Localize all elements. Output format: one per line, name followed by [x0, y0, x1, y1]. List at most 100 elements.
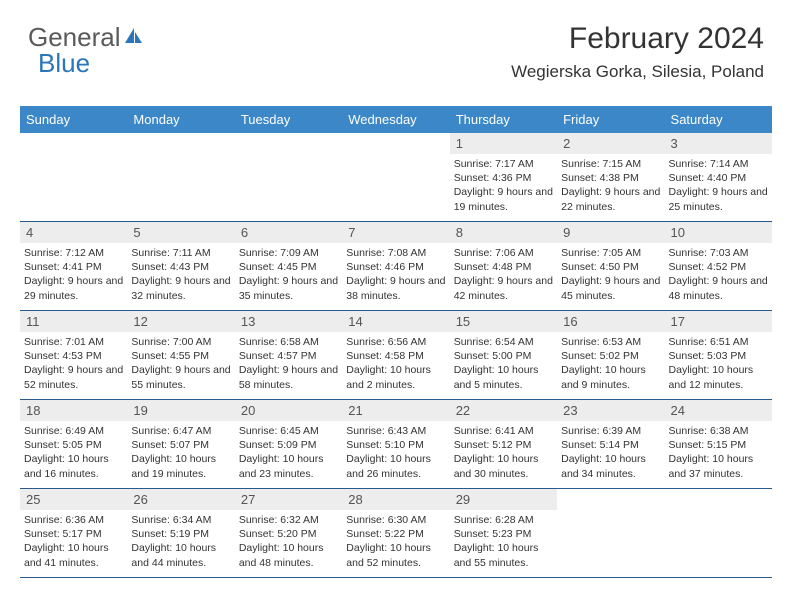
calendar-week-row: 25Sunrise: 6:36 AMSunset: 5:17 PMDayligh…: [20, 489, 772, 578]
day-number: 5: [127, 222, 234, 243]
day-number: 24: [665, 400, 772, 421]
calendar-day-cell: 15Sunrise: 6:54 AMSunset: 5:00 PMDayligh…: [450, 311, 557, 399]
day-number: 4: [20, 222, 127, 243]
calendar-day-cell: 27Sunrise: 6:32 AMSunset: 5:20 PMDayligh…: [235, 489, 342, 577]
weekday-header: Tuesday: [235, 106, 342, 133]
sail-icon: [123, 22, 145, 53]
day-number: 23: [557, 400, 664, 421]
day-sun-info: Sunrise: 6:36 AMSunset: 5:17 PMDaylight:…: [20, 510, 127, 574]
day-sun-info: Sunrise: 7:15 AMSunset: 4:38 PMDaylight:…: [557, 154, 664, 218]
calendar-day-cell: 1Sunrise: 7:17 AMSunset: 4:36 PMDaylight…: [450, 133, 557, 221]
day-number: 25: [20, 489, 127, 510]
day-sun-info: Sunrise: 7:09 AMSunset: 4:45 PMDaylight:…: [235, 243, 342, 307]
calendar-day-cell: 12Sunrise: 7:00 AMSunset: 4:55 PMDayligh…: [127, 311, 234, 399]
calendar-day-cell: 13Sunrise: 6:58 AMSunset: 4:57 PMDayligh…: [235, 311, 342, 399]
day-number: 1: [450, 133, 557, 154]
day-number: 21: [342, 400, 449, 421]
day-sun-info: Sunrise: 6:51 AMSunset: 5:03 PMDaylight:…: [665, 332, 772, 396]
day-number: 6: [235, 222, 342, 243]
day-number: 14: [342, 311, 449, 332]
weekday-header: Thursday: [450, 106, 557, 133]
day-sun-info: Sunrise: 6:38 AMSunset: 5:15 PMDaylight:…: [665, 421, 772, 485]
month-year-title: February 2024: [511, 22, 764, 56]
day-sun-info: Sunrise: 7:12 AMSunset: 4:41 PMDaylight:…: [20, 243, 127, 307]
calendar-day-cell: 10Sunrise: 7:03 AMSunset: 4:52 PMDayligh…: [665, 222, 772, 310]
day-sun-info: Sunrise: 6:43 AMSunset: 5:10 PMDaylight:…: [342, 421, 449, 485]
calendar-week-row: 4Sunrise: 7:12 AMSunset: 4:41 PMDaylight…: [20, 222, 772, 311]
day-number: 9: [557, 222, 664, 243]
day-sun-info: Sunrise: 7:17 AMSunset: 4:36 PMDaylight:…: [450, 154, 557, 218]
calendar-day-cell: [557, 489, 664, 577]
calendar-day-cell: 26Sunrise: 6:34 AMSunset: 5:19 PMDayligh…: [127, 489, 234, 577]
day-sun-info: Sunrise: 7:05 AMSunset: 4:50 PMDaylight:…: [557, 243, 664, 307]
day-sun-info: Sunrise: 6:56 AMSunset: 4:58 PMDaylight:…: [342, 332, 449, 396]
calendar-day-cell: 29Sunrise: 6:28 AMSunset: 5:23 PMDayligh…: [450, 489, 557, 577]
day-number: 10: [665, 222, 772, 243]
page-header: February 2024 Wegierska Gorka, Silesia, …: [511, 22, 764, 82]
day-sun-info: Sunrise: 7:08 AMSunset: 4:46 PMDaylight:…: [342, 243, 449, 307]
calendar-day-cell: 19Sunrise: 6:47 AMSunset: 5:07 PMDayligh…: [127, 400, 234, 488]
day-number: 16: [557, 311, 664, 332]
calendar-day-cell: 25Sunrise: 6:36 AMSunset: 5:17 PMDayligh…: [20, 489, 127, 577]
weekday-header: Sunday: [20, 106, 127, 133]
day-number: 22: [450, 400, 557, 421]
calendar-day-cell: 17Sunrise: 6:51 AMSunset: 5:03 PMDayligh…: [665, 311, 772, 399]
day-sun-info: Sunrise: 7:00 AMSunset: 4:55 PMDaylight:…: [127, 332, 234, 396]
day-number: 12: [127, 311, 234, 332]
calendar-day-cell: [127, 133, 234, 221]
day-number: 11: [20, 311, 127, 332]
calendar-day-cell: 6Sunrise: 7:09 AMSunset: 4:45 PMDaylight…: [235, 222, 342, 310]
location-subtitle: Wegierska Gorka, Silesia, Poland: [511, 62, 764, 82]
day-number: 28: [342, 489, 449, 510]
weekday-header: Friday: [557, 106, 664, 133]
calendar-grid: SundayMondayTuesdayWednesdayThursdayFrid…: [20, 106, 772, 578]
day-number: 7: [342, 222, 449, 243]
calendar-day-cell: 22Sunrise: 6:41 AMSunset: 5:12 PMDayligh…: [450, 400, 557, 488]
day-sun-info: Sunrise: 7:03 AMSunset: 4:52 PMDaylight:…: [665, 243, 772, 307]
day-sun-info: Sunrise: 6:58 AMSunset: 4:57 PMDaylight:…: [235, 332, 342, 396]
calendar-day-cell: [20, 133, 127, 221]
calendar-day-cell: [342, 133, 449, 221]
calendar-day-cell: 2Sunrise: 7:15 AMSunset: 4:38 PMDaylight…: [557, 133, 664, 221]
calendar-day-cell: 21Sunrise: 6:43 AMSunset: 5:10 PMDayligh…: [342, 400, 449, 488]
calendar-week-row: 11Sunrise: 7:01 AMSunset: 4:53 PMDayligh…: [20, 311, 772, 400]
calendar-day-cell: 24Sunrise: 6:38 AMSunset: 5:15 PMDayligh…: [665, 400, 772, 488]
calendar-week-row: 18Sunrise: 6:49 AMSunset: 5:05 PMDayligh…: [20, 400, 772, 489]
day-sun-info: Sunrise: 6:32 AMSunset: 5:20 PMDaylight:…: [235, 510, 342, 574]
day-sun-info: Sunrise: 6:54 AMSunset: 5:00 PMDaylight:…: [450, 332, 557, 396]
day-number: 18: [20, 400, 127, 421]
day-number: 2: [557, 133, 664, 154]
calendar-day-cell: 16Sunrise: 6:53 AMSunset: 5:02 PMDayligh…: [557, 311, 664, 399]
day-number: 3: [665, 133, 772, 154]
calendar-day-cell: 4Sunrise: 7:12 AMSunset: 4:41 PMDaylight…: [20, 222, 127, 310]
day-sun-info: Sunrise: 6:47 AMSunset: 5:07 PMDaylight:…: [127, 421, 234, 485]
calendar-day-cell: 9Sunrise: 7:05 AMSunset: 4:50 PMDaylight…: [557, 222, 664, 310]
calendar-day-cell: 18Sunrise: 6:49 AMSunset: 5:05 PMDayligh…: [20, 400, 127, 488]
calendar-day-cell: [235, 133, 342, 221]
weekday-header-row: SundayMondayTuesdayWednesdayThursdayFrid…: [20, 106, 772, 133]
day-number: 29: [450, 489, 557, 510]
day-number: 27: [235, 489, 342, 510]
day-number: 20: [235, 400, 342, 421]
calendar-week-row: 1Sunrise: 7:17 AMSunset: 4:36 PMDaylight…: [20, 133, 772, 222]
day-sun-info: Sunrise: 7:06 AMSunset: 4:48 PMDaylight:…: [450, 243, 557, 307]
day-number: 19: [127, 400, 234, 421]
day-number: 8: [450, 222, 557, 243]
day-number: 26: [127, 489, 234, 510]
calendar-day-cell: [665, 489, 772, 577]
calendar-day-cell: 5Sunrise: 7:11 AMSunset: 4:43 PMDaylight…: [127, 222, 234, 310]
weekday-header: Monday: [127, 106, 234, 133]
calendar-day-cell: 11Sunrise: 7:01 AMSunset: 4:53 PMDayligh…: [20, 311, 127, 399]
weekday-header: Wednesday: [342, 106, 449, 133]
calendar-day-cell: 7Sunrise: 7:08 AMSunset: 4:46 PMDaylight…: [342, 222, 449, 310]
day-sun-info: Sunrise: 6:49 AMSunset: 5:05 PMDaylight:…: [20, 421, 127, 485]
weekday-header: Saturday: [665, 106, 772, 133]
calendar-day-cell: 20Sunrise: 6:45 AMSunset: 5:09 PMDayligh…: [235, 400, 342, 488]
day-sun-info: Sunrise: 6:34 AMSunset: 5:19 PMDaylight:…: [127, 510, 234, 574]
calendar-day-cell: 23Sunrise: 6:39 AMSunset: 5:14 PMDayligh…: [557, 400, 664, 488]
day-sun-info: Sunrise: 7:11 AMSunset: 4:43 PMDaylight:…: [127, 243, 234, 307]
day-sun-info: Sunrise: 7:01 AMSunset: 4:53 PMDaylight:…: [20, 332, 127, 396]
calendar-day-cell: 3Sunrise: 7:14 AMSunset: 4:40 PMDaylight…: [665, 133, 772, 221]
day-sun-info: Sunrise: 6:53 AMSunset: 5:02 PMDaylight:…: [557, 332, 664, 396]
day-number: 17: [665, 311, 772, 332]
